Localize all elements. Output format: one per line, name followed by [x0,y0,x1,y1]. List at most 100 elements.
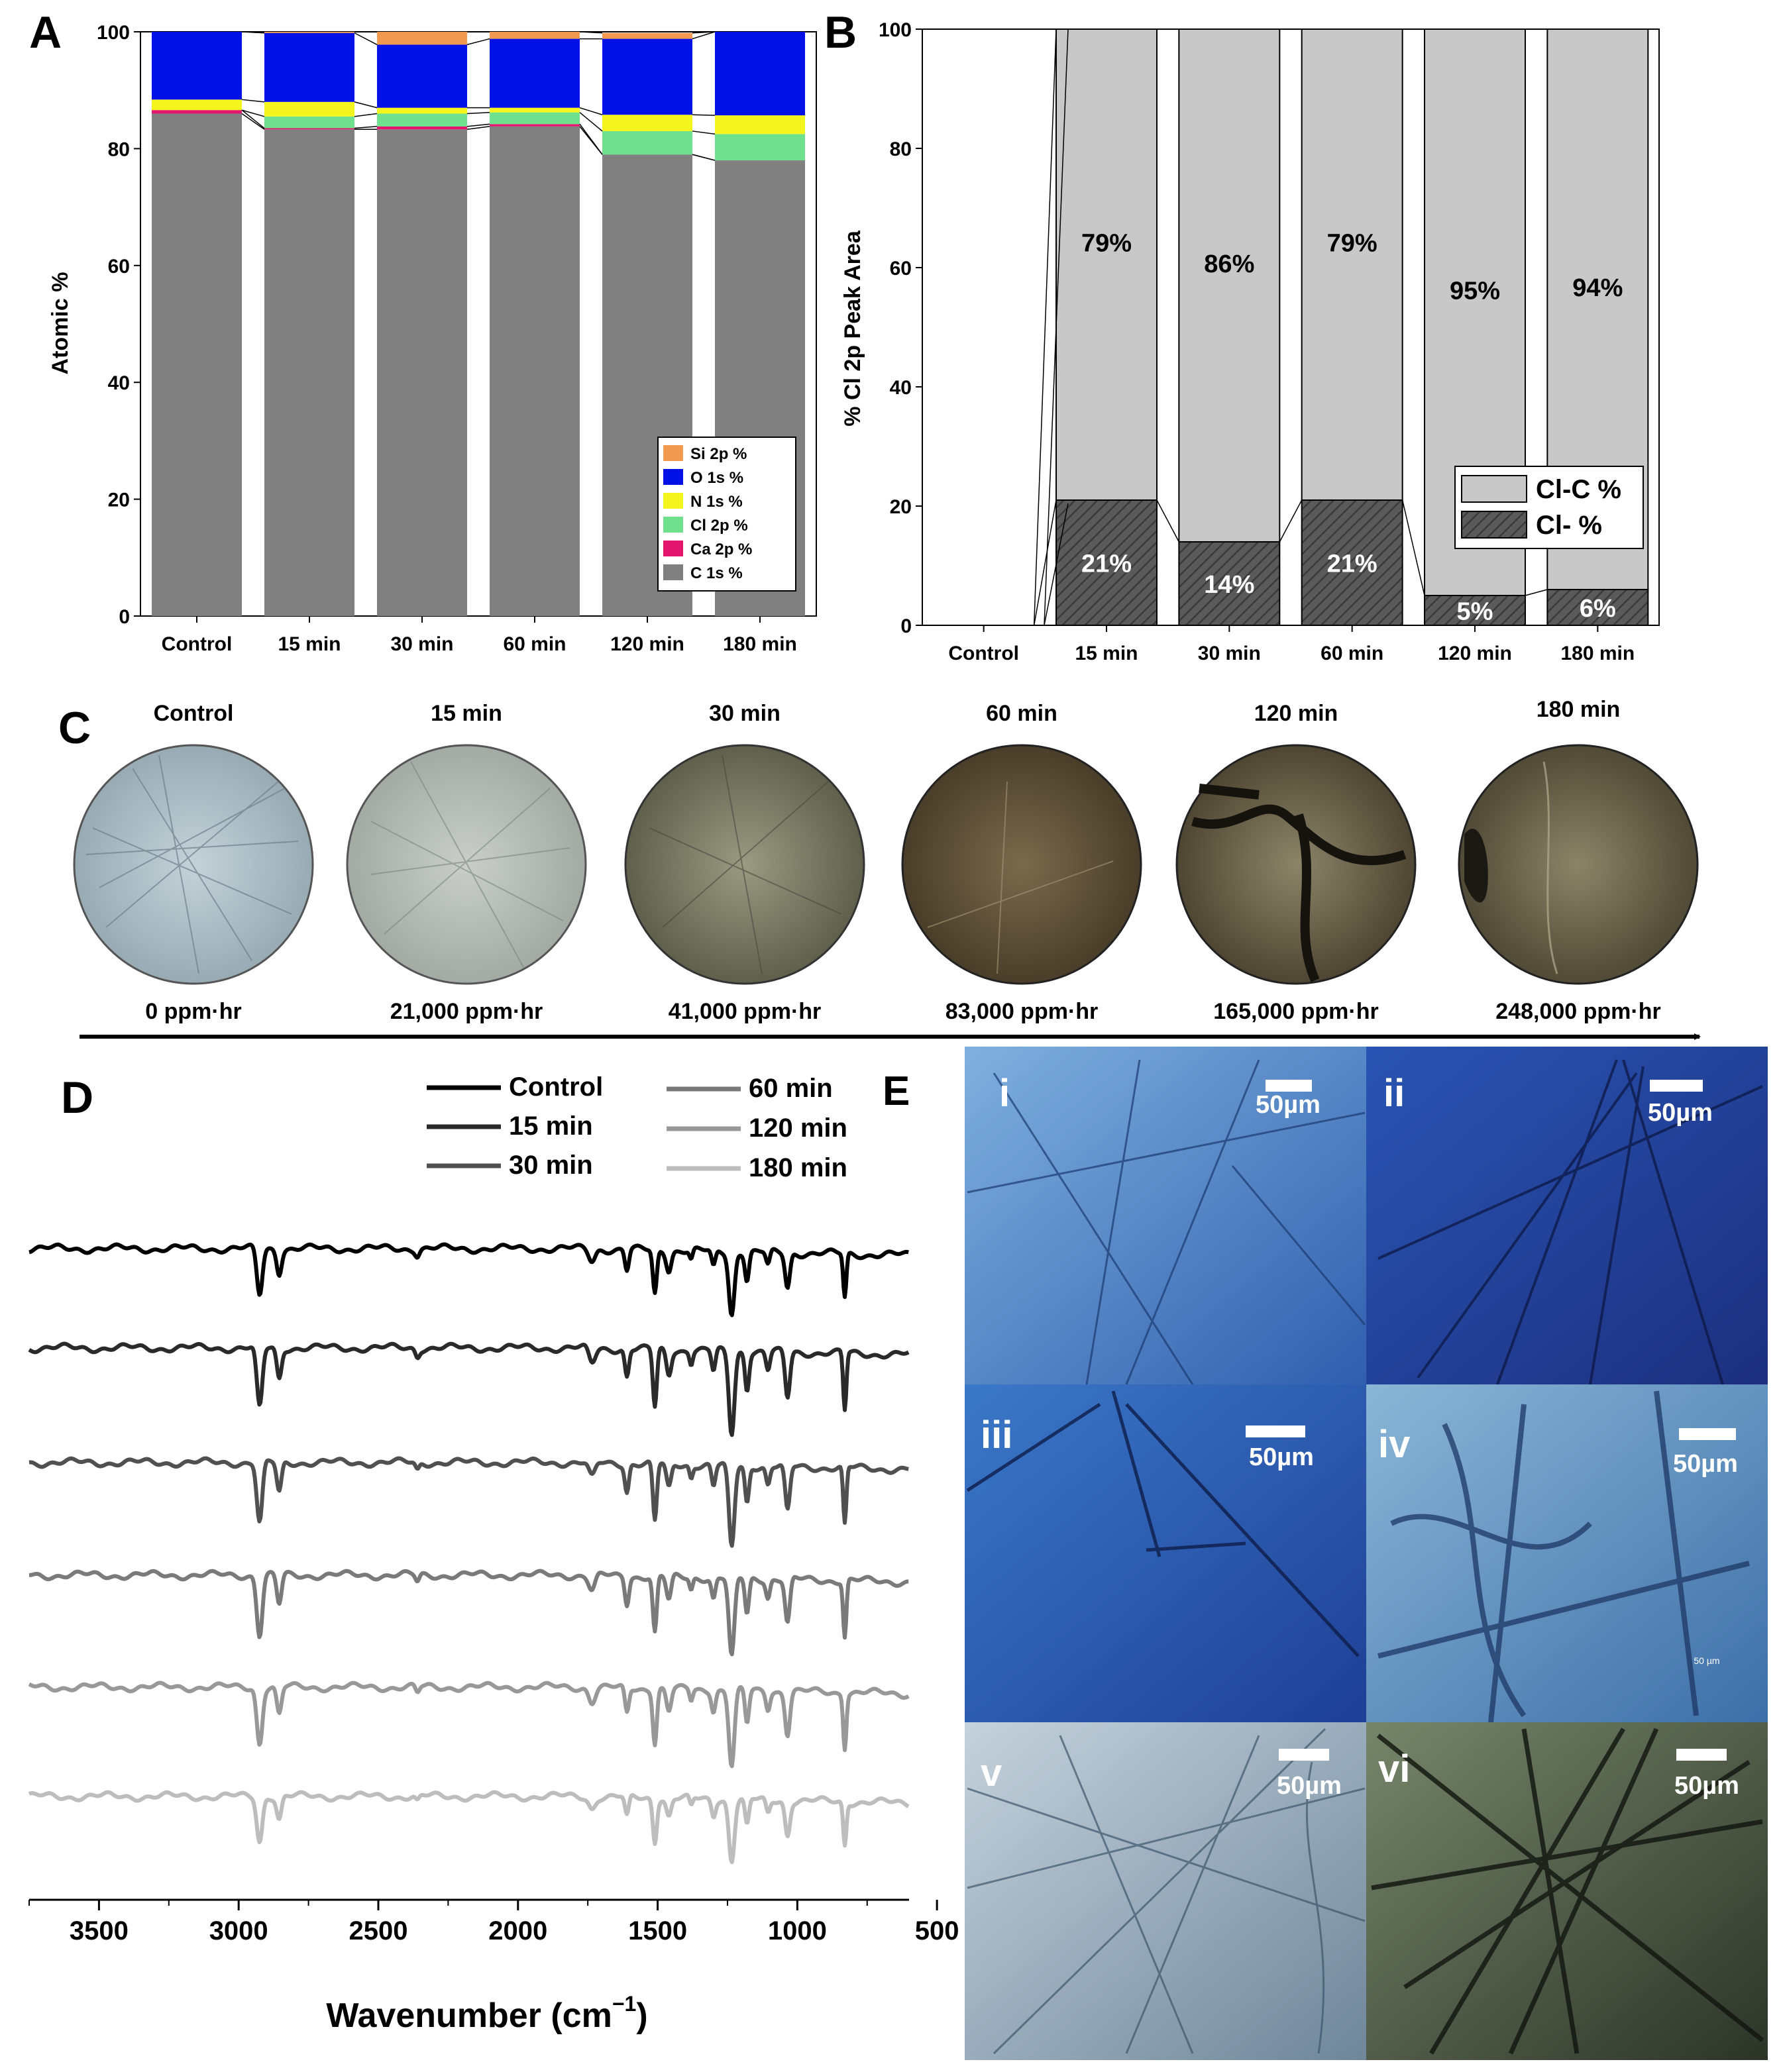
bar-value-label: 79% [1327,230,1377,258]
connector-line [692,31,716,40]
x-tick-label: 120 min [1438,643,1512,664]
connector-line [241,99,265,103]
x-tick-label: 60 min [503,633,566,655]
legend-swatch [663,469,683,485]
bar-segment-si [602,32,692,39]
y-tick-label: 80 [890,138,912,160]
panel-label-d: D [61,1072,93,1123]
legend-label: Cl-C % [1536,475,1621,504]
y-tick-label: 100 [879,19,912,41]
micrograph-label-iii: iii [981,1414,1012,1457]
legend-label: Cl 2p % [690,517,748,535]
connector-line [692,31,716,34]
connector-line [466,38,490,46]
bar-value-label: 94% [1572,274,1623,302]
dose-label: 41,000 ppm·hr [669,999,822,1024]
x-tick-label: 3000 [209,1916,268,1945]
chart-b-ylabel: % Cl 2p Peak Area [840,230,865,427]
bar-value-label: 95% [1450,278,1500,305]
bar-segment-clc [1301,28,1403,501]
spectrum-line-15-min [28,1341,910,1437]
connector-line [466,126,490,130]
bar-segment-clminus [1301,499,1403,626]
x-tick-label: 180 min [1560,643,1635,664]
connector-line [692,130,716,135]
bar-segment-n [377,107,467,114]
dose-label: 21,000 ppm·hr [390,999,543,1024]
y-tick-label: 100 [97,22,130,44]
bar-segment-o [377,44,467,108]
legend-label: 180 min [749,1153,847,1182]
connector-line [1033,499,1057,626]
bar-segment-si [377,32,467,45]
x-tick-label: 2500 [349,1916,407,1945]
bar-segment-cl [377,113,467,127]
chart-d-legend: Control 15 min 30 min 60 min 120 min 180 min [427,1072,847,1182]
y-tick-label: 40 [890,377,912,399]
sample-title: Control [154,701,234,726]
x-tick-label: 15 min [278,633,341,655]
legend-swatch [663,493,683,509]
legend-swatch [1461,511,1527,539]
bar-segment-ca [490,124,580,127]
bar-segment-c [377,129,467,616]
micrograph-v: v 50µm [965,1722,1366,2060]
x-tick-label: 1000 [768,1916,827,1945]
bar-segment-ca [152,110,242,114]
connector-line [466,123,490,127]
x-tick-label: 30 min [390,633,453,655]
scale-bar-label-vi: 50µm [1674,1772,1739,1800]
bar-segment-clc [1055,28,1158,501]
bar-segment-cl [490,112,580,125]
scale-bar-small-iv: 50 µm [1694,1655,1719,1666]
connector-line [579,107,603,115]
bar-value-label: 21% [1081,550,1132,578]
legend-swatch [663,517,683,533]
connector-line [579,31,603,34]
y-tick-label: 60 [890,258,912,280]
sample-disc-control [73,744,314,985]
legend-swatch [663,541,683,556]
bar-segment-clminus [1178,541,1281,626]
legend-swatch [663,564,683,580]
connector-line [1044,28,1069,626]
scale-bar-label-i: 50µm [1256,1091,1321,1119]
sample-title: 180 min [1537,697,1621,722]
bar-segment-n [264,101,354,117]
x-tick-label: 30 min [1198,643,1261,664]
panel-c-samples: Control 15 min 30 min 60 min 120 min 180 min 0… [73,697,1701,1040]
micrograph-label-v: v [981,1751,1002,1794]
bar-segment-o [152,32,242,100]
dose-label: 0 ppm·hr [145,999,241,1024]
sample-title: 15 min [431,701,502,726]
connector-line [241,109,265,129]
micrograph-label-vi: vi [1378,1747,1410,1790]
spectrum-line-180-min [28,1790,910,1865]
x-tick-label: Control [162,633,233,655]
sample-title: 30 min [709,701,781,726]
dose-label: 165,000 ppm·hr [1213,999,1378,1024]
bar-value-label: 79% [1081,230,1132,258]
legend-label: 15 min [509,1112,593,1141]
connector-line [1401,499,1425,596]
panel-label-b: B [824,7,857,58]
micrograph-iv: iv 50µm 50 µm [1366,1384,1768,1723]
chart-a-ylabel: Atomic % [48,272,73,375]
dose-label: 83,000 ppm·hr [945,999,1099,1024]
scale-bar-label-iv: 50µm [1673,1450,1738,1478]
sample-disc-60min [901,744,1142,985]
bar-segment-cl [264,116,354,129]
bar-segment-c [490,126,580,616]
panel-e-micrographs: i 50µm ii 50µm iii 50µm iv 50µm 50 µm [965,1047,1768,2060]
connector-line [579,112,603,132]
connector-line [1044,503,1069,626]
bar-segment-c [152,113,242,617]
legend-label: Si 2p % [690,445,747,463]
bar-value-label: 6% [1580,595,1616,623]
sample-disc-15min [346,744,587,985]
bar-segment-o [490,38,580,108]
bar-segment-si [264,32,354,33]
connector-line [692,154,716,161]
sample-disc-120min [1175,744,1417,985]
